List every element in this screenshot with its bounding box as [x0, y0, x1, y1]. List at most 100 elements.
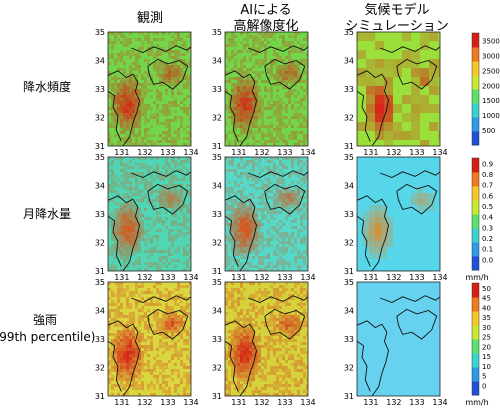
heatmap-cell — [273, 217, 276, 220]
x-tick-label: 132 — [137, 273, 152, 282]
coastline — [264, 183, 306, 215]
heatmap-cell — [141, 291, 144, 294]
heatmap-cell — [129, 32, 132, 35]
heatmap-cell — [165, 226, 168, 229]
heatmap-cell — [246, 333, 249, 336]
heatmap-cell — [189, 291, 191, 294]
heatmap-cell — [168, 119, 171, 122]
heatmap-cell — [249, 68, 252, 71]
heatmap-cell — [141, 357, 144, 360]
heatmap-cell — [153, 303, 156, 306]
heatmap-cell — [165, 294, 168, 297]
heatmap-cell — [159, 95, 162, 98]
heatmap-cell — [228, 214, 231, 217]
heatmap-cell — [246, 196, 249, 199]
heatmap-cell — [156, 122, 159, 125]
heatmap-cell — [117, 113, 120, 116]
heatmap-cell — [273, 282, 276, 285]
heatmap-cell — [117, 342, 120, 345]
heatmap-cell — [261, 259, 264, 262]
heatmap-cell — [186, 169, 189, 172]
heatmap-cell — [183, 342, 186, 345]
heatmap-cell — [237, 300, 240, 303]
heatmap-cell — [237, 372, 240, 375]
heatmap-cell — [270, 157, 273, 160]
heatmap-cell — [126, 250, 129, 253]
heatmap-cell — [129, 83, 132, 86]
heatmap-cell — [117, 309, 120, 312]
heatmap-cell — [144, 178, 147, 181]
heatmap-cell — [147, 38, 150, 41]
heatmap-cell — [144, 71, 147, 74]
heatmap-cell — [276, 268, 279, 271]
heatmap-cell — [108, 163, 111, 166]
heatmap-cell — [138, 330, 141, 333]
heatmap-cell — [249, 214, 252, 217]
heatmap-cell — [186, 35, 189, 38]
heatmap-cell — [282, 190, 285, 193]
heatmap-cell — [270, 366, 273, 369]
heatmap-cell — [234, 345, 237, 348]
heatmap-cell — [279, 321, 282, 324]
heatmap-cell — [129, 220, 132, 223]
heatmap-cell — [270, 196, 273, 199]
heatmap-cell — [294, 101, 297, 104]
heatmap-cell — [189, 303, 191, 306]
heatmap-cell — [288, 354, 291, 357]
heatmap-cell — [279, 250, 282, 253]
heatmap-cell — [273, 128, 276, 131]
heatmap-cell — [276, 393, 279, 396]
heatmap-cell — [252, 38, 255, 41]
heatmap-cell — [177, 369, 180, 372]
heatmap-cell — [228, 393, 231, 396]
heatmap-cell — [183, 65, 186, 68]
heatmap-cell — [297, 140, 300, 143]
heatmap-cell — [180, 71, 183, 74]
heatmap-cell — [132, 229, 135, 232]
heatmap-cell — [114, 345, 117, 348]
heatmap-cell — [126, 256, 129, 259]
heatmap-cell — [417, 205, 423, 211]
map-frame — [107, 156, 192, 272]
heatmap-cell — [120, 315, 123, 318]
heatmap-cell — [126, 140, 129, 143]
heatmap-cell — [147, 315, 150, 318]
heatmap-cell — [177, 65, 180, 68]
heatmap-cell — [261, 131, 264, 134]
heatmap-cell — [267, 128, 270, 131]
heatmap-cell — [180, 125, 183, 128]
heatmap-cell — [114, 217, 117, 220]
heatmap-cell — [189, 357, 191, 360]
heatmap-cell — [168, 250, 171, 253]
heatmap-cell — [171, 345, 174, 348]
heatmap-cell — [126, 104, 129, 107]
heatmap-cell — [138, 190, 141, 193]
heatmap-cell — [177, 137, 180, 140]
heatmap-cell — [255, 187, 258, 190]
heatmap-cell — [177, 229, 180, 232]
heatmap-cell — [114, 363, 117, 366]
heatmap-cell — [144, 232, 147, 235]
heatmap-cell — [267, 339, 270, 342]
heatmap-cell — [255, 38, 258, 41]
heatmap-cell — [111, 360, 114, 363]
colorbar-monthly: 0.00.10.20.30.40.50.60.70.80.9mm/h — [465, 157, 494, 282]
heatmap-cell — [366, 95, 375, 104]
heatmap-cell — [255, 342, 258, 345]
heatmap-cell — [231, 339, 234, 342]
heatmap-cell — [114, 95, 117, 98]
heatmap-cell — [276, 104, 279, 107]
heatmap-cell — [234, 363, 237, 366]
heatmap-cell — [186, 220, 189, 223]
heatmap-cell — [240, 160, 243, 163]
heatmap-cell — [300, 113, 303, 116]
heatmap-cell — [228, 101, 231, 104]
heatmap-cell — [171, 83, 174, 86]
heatmap-cell — [180, 354, 183, 357]
heatmap-cell — [369, 229, 375, 235]
heatmap-cell — [147, 128, 150, 131]
heatmap-cell — [234, 181, 237, 184]
heatmap-cell — [126, 172, 129, 175]
heatmap-cell — [255, 80, 258, 83]
